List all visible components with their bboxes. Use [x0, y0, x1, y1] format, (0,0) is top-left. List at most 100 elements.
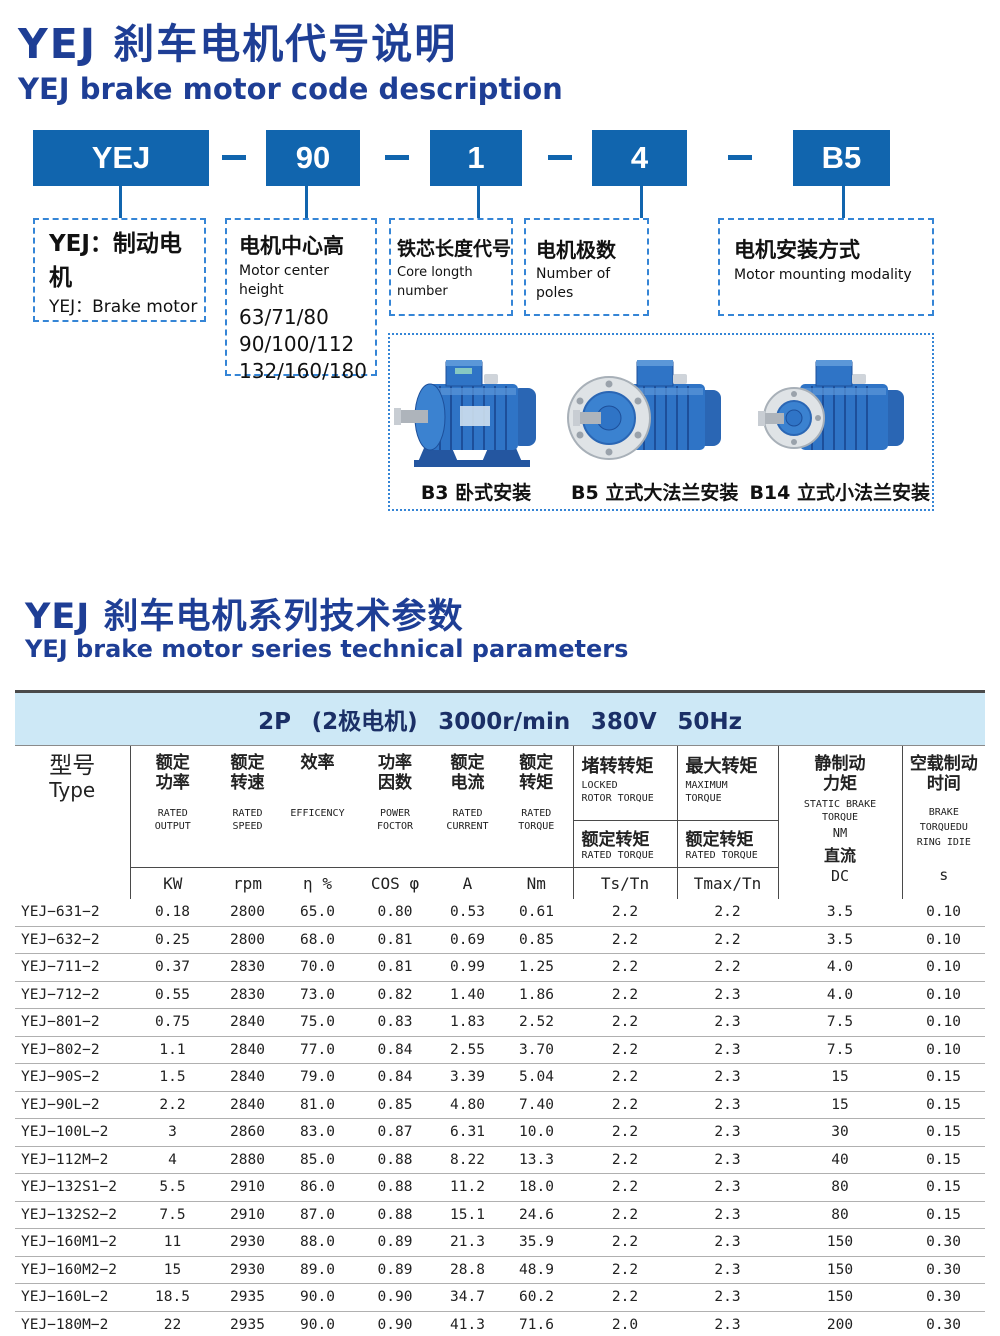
value-cell: 2.2 — [573, 981, 677, 1009]
value-cell: 2.52 — [500, 1008, 573, 1037]
value-cell: 0.55 — [130, 981, 215, 1009]
unit-a: A — [435, 867, 500, 899]
value-cell: 7.5 — [778, 1036, 902, 1064]
value-cell: 0.10 — [902, 926, 986, 954]
value-cell: 2.2 — [573, 1036, 677, 1064]
explain-cn: 铁芯长度代号 — [397, 238, 512, 260]
model-cell: YEJ−160M2−2 — [15, 1256, 130, 1284]
value-cell: 85.0 — [280, 1146, 355, 1174]
value-cell: 0.15 — [902, 1201, 986, 1229]
motor-b5: B5 立式大法兰安装 — [565, 341, 745, 505]
value-cell: 0.30 — [902, 1256, 986, 1284]
value-cell: 68.0 — [280, 926, 355, 954]
motor-b14-image — [757, 360, 904, 450]
value-cell: 90.0 — [280, 1283, 355, 1312]
motor-b3-image — [394, 360, 536, 467]
value-cell: 2840 — [215, 1036, 280, 1064]
model-cell: YEJ−632−2 — [15, 926, 130, 954]
value-cell: 2.3 — [677, 1036, 778, 1064]
type-en: Type — [49, 778, 96, 802]
value-cell: 2830 — [215, 981, 280, 1009]
explain-en: YEJ：Brake motor — [49, 296, 198, 317]
value-cell: 11 — [130, 1228, 215, 1257]
value-cell: 4.0 — [778, 953, 902, 982]
explain-cn: 电机安装方式 — [734, 238, 860, 262]
explain-box-brake-motor: YEJ：制动电机 YEJ：Brake motor — [33, 218, 206, 322]
model-cell: YEJ−631−2 — [15, 899, 130, 927]
value-cell: 24.6 — [500, 1201, 573, 1229]
value-cell: 0.15 — [902, 1146, 986, 1174]
value-cell: 80 — [778, 1201, 902, 1229]
value-cell: 0.30 — [902, 1283, 986, 1312]
col-header-power-factor: 功率 因数 POWER FOCTOR — [376, 753, 414, 833]
code-box-1: 1 — [430, 130, 522, 186]
value-cell: 15 — [778, 1063, 902, 1092]
value-cell: 79.0 — [280, 1063, 355, 1092]
value-cell: 18.5 — [130, 1283, 215, 1312]
value-cell: 1.5 — [130, 1063, 215, 1092]
col-header-static-brake-torque: 静制动 力矩 STATIC BRAKE TORQUE NM 直流 DC — [778, 745, 903, 899]
table-row: YEJ−132S2−2 7.5 2910 87.0 0.88 15.1 24.6 2.2 2.3… — [15, 1201, 986, 1229]
value-cell: 0.83 — [355, 1008, 435, 1037]
unit-cos: COS φ — [355, 867, 435, 899]
value-cell: 2.3 — [677, 1283, 778, 1312]
value-cell: 41.3 — [435, 1311, 500, 1336]
value-cell: 65.0 — [280, 899, 355, 927]
value-cell: 4.80 — [435, 1091, 500, 1119]
mount-label-b3: B3 卧式安装 — [420, 482, 532, 504]
table-row: YEJ−160M1−2 11 2930 88.0 0.89 21.3 35.9 2.2 2.3 1… — [15, 1228, 986, 1257]
col-header-efficiency: 效率 EFFICENCY — [290, 753, 345, 819]
value-cell: 11.2 — [435, 1173, 500, 1202]
table-row: YEJ−160L−2 18.5 2935 90.0 0.90 34.7 60.2 2.2 2.3… — [15, 1283, 986, 1312]
explain-en: Motor mounting modality — [734, 267, 912, 283]
value-cell: 3.39 — [435, 1063, 500, 1092]
table-body: YEJ−631−2 0.18 2800 65.0 0.80 0.53 0.61 2.2 2.2 3… — [15, 899, 986, 1336]
value-cell: 2840 — [215, 1063, 280, 1092]
value-cell: 15 — [778, 1091, 902, 1119]
value-cell: 4 — [130, 1146, 215, 1174]
value-cell: 2840 — [215, 1091, 280, 1119]
table-row: YEJ−100L−2 3 2860 83.0 0.87 6.31 10.0 2.2 2.3 30 0… — [15, 1118, 986, 1147]
value-cell: 3 — [130, 1118, 215, 1147]
value-cell: 2.3 — [677, 1063, 778, 1092]
value-cell: 18.0 — [500, 1173, 573, 1202]
value-cell: 2910 — [215, 1173, 280, 1202]
value-cell: 0.90 — [355, 1283, 435, 1312]
model-cell: YEJ−160M1−2 — [15, 1228, 130, 1257]
page-title-en: YEJ brake motor code description — [18, 72, 563, 106]
section2-title-cn: YEJ 刹车电机系列技术参数 — [25, 597, 464, 637]
value-cell: 2.2 — [573, 899, 677, 927]
value-cell: 3.5 — [778, 926, 902, 954]
center-height-values: 63/71/80 90/100/112 132/160/180 — [239, 305, 367, 383]
unit-tmax-tn: Tmax/Tn — [677, 867, 779, 899]
value-cell: 0.81 — [355, 953, 435, 982]
value-cell: 1.40 — [435, 981, 500, 1009]
value-cell: 80 — [778, 1173, 902, 1202]
connector-line — [119, 186, 122, 218]
table-row: YEJ−160M2−2 15 2930 89.0 0.89 28.8 48.9 2.2 2.3 1… — [15, 1256, 986, 1284]
value-cell: 2.2 — [573, 953, 677, 982]
table-band: 2P (2极电机) 3000r/min 380V 50Hz — [15, 690, 986, 746]
explain-en: Core longth number — [397, 265, 473, 299]
value-cell: 28.8 — [435, 1256, 500, 1284]
section2-title-en: YEJ brake motor series technical paramet… — [25, 635, 629, 663]
motor-b14: B14 立式小法兰安装 — [749, 341, 930, 505]
value-cell: 2.2 — [573, 1118, 677, 1147]
mount-label-b14: B14 立式小法兰安装 — [749, 482, 930, 504]
value-cell: 2.3 — [677, 1091, 778, 1119]
value-cell: 10.0 — [500, 1118, 573, 1147]
model-cell: YEJ−801−2 — [15, 1008, 130, 1037]
value-cell: 2800 — [215, 926, 280, 954]
model-cell: YEJ−712−2 — [15, 981, 130, 1009]
value-cell: 0.37 — [130, 953, 215, 982]
unit-ts-tn: Ts/Tn — [573, 867, 678, 899]
model-cell: YEJ−711−2 — [15, 953, 130, 982]
model-cell: YEJ−802−2 — [15, 1036, 130, 1064]
code-separator — [385, 155, 409, 160]
value-cell: 40 — [778, 1146, 902, 1174]
value-cell: 88.0 — [280, 1228, 355, 1257]
table-row: YEJ−631−2 0.18 2800 65.0 0.80 0.53 0.61 2.2 2.2 3… — [15, 899, 986, 927]
value-cell: 73.0 — [280, 981, 355, 1009]
value-cell: 89.0 — [280, 1256, 355, 1284]
value-cell: 0.75 — [130, 1008, 215, 1037]
